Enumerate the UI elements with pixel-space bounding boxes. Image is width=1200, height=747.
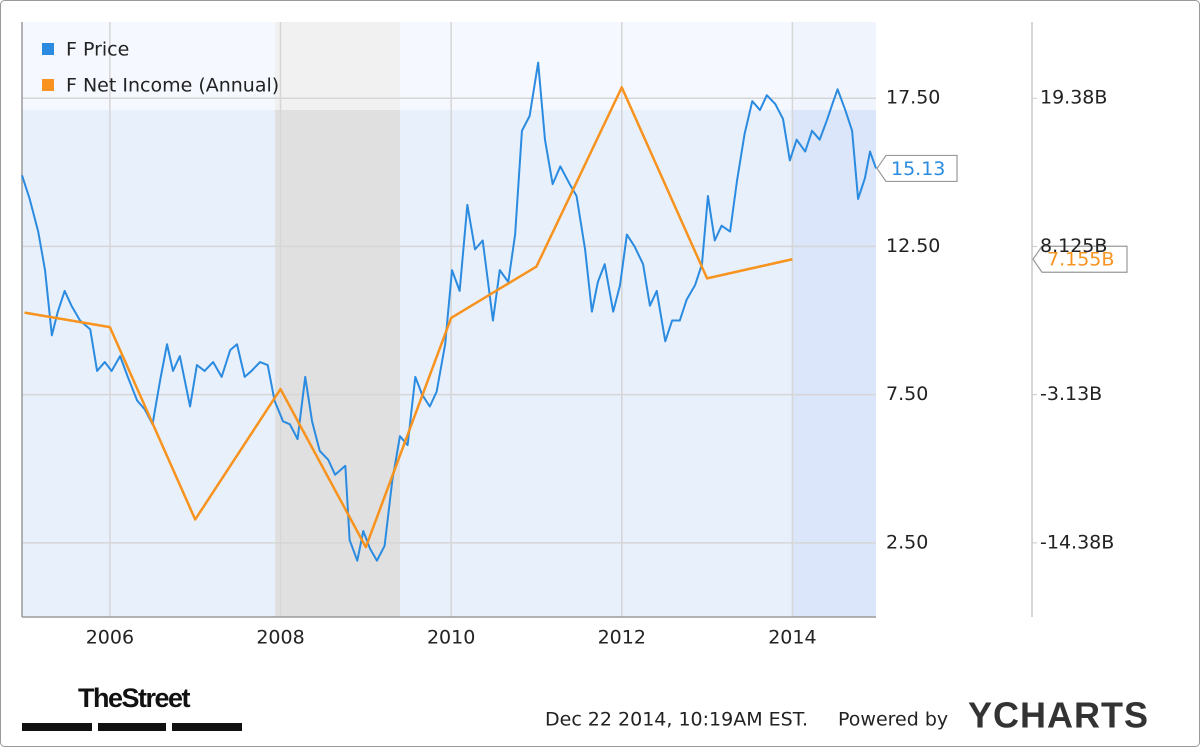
- legend-swatch: [42, 79, 54, 91]
- value-label: 7.155B: [1047, 249, 1114, 271]
- publisher-logo: TheStreet: [78, 683, 191, 713]
- legend-label: F Net Income (Annual): [66, 75, 279, 97]
- logo-bar: [98, 723, 166, 731]
- legend-band: [22, 22, 876, 110]
- x-tick-label: 2008: [256, 627, 304, 649]
- logo-bar: [22, 723, 92, 731]
- y-tick-label: 12.50: [886, 235, 940, 257]
- recent-shade: [793, 22, 876, 617]
- x-tick-label: 2010: [427, 627, 475, 649]
- timestamp: Dec 22 2014, 10:19AM EST.: [545, 709, 808, 731]
- legend-swatch: [42, 43, 54, 55]
- value-label: 15.13: [891, 158, 945, 180]
- series: [21, 61, 877, 562]
- y2-tick-label: 19.38B: [1040, 87, 1107, 109]
- value-tag: [1032, 245, 1128, 273]
- brand-logo[interactable]: YCHARTS: [968, 695, 1149, 736]
- powered-by: Powered by: [838, 709, 948, 731]
- legend-label: F Price: [66, 39, 129, 61]
- y-tick-label: 17.50: [886, 87, 940, 109]
- series-line: [24, 86, 793, 549]
- series-line: [21, 61, 877, 562]
- y-tick-label: 7.50: [886, 383, 928, 405]
- recession-shade: [275, 22, 400, 617]
- plot-background: [22, 22, 876, 617]
- y2-tick-label: -14.38B: [1040, 531, 1114, 553]
- value-tag: [876, 154, 958, 183]
- tags: 15.13 7.155B: [876, 154, 1128, 273]
- y-tick-label: 2.50: [886, 531, 928, 553]
- logo-bar: [172, 723, 242, 731]
- x-tick-label: 2012: [598, 627, 646, 649]
- y2-tick-label: -3.13B: [1040, 383, 1102, 405]
- legend: F Price F Net Income (Annual): [42, 39, 279, 97]
- x-tick-label: 2006: [86, 627, 134, 649]
- y2-tick-label: 8.125B: [1040, 235, 1107, 257]
- grid: [22, 22, 876, 617]
- x-tick-label: 2014: [768, 627, 816, 649]
